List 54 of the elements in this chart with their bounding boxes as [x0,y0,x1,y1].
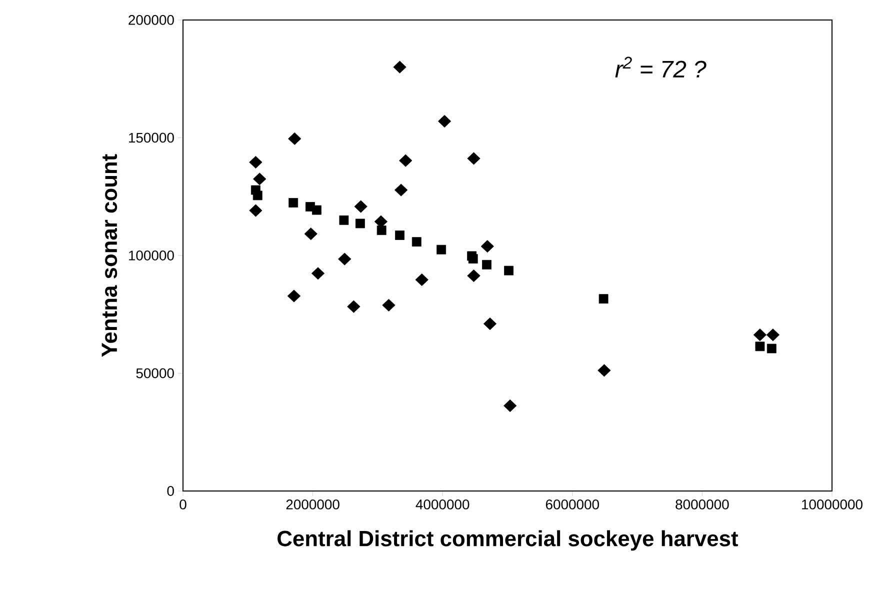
x-tick-label: 2000000 [286,500,340,510]
point [339,215,349,225]
point [467,152,480,165]
point [504,266,514,276]
point [347,300,360,313]
point [287,290,301,302]
point [467,269,480,282]
point [249,156,262,169]
point [304,228,318,240]
point [253,172,266,186]
point [376,226,386,235]
point [252,190,262,200]
point [311,267,325,280]
point [354,200,368,213]
point [249,204,262,217]
x-tick-label: 10000000 [802,500,862,510]
point [753,328,767,342]
x-tick-label: 6000000 [546,500,600,510]
point [355,218,365,228]
point [288,132,302,145]
point [393,60,406,74]
point [412,237,422,247]
point [415,273,428,286]
point [766,328,780,342]
x-axis-title: Central District commercial sockeye harvest [278,530,738,551]
point [468,254,478,264]
point [436,244,446,254]
point [394,184,408,196]
y-tick-label: 0 [167,486,174,496]
y-tick-label: 50000 [136,368,174,378]
y-tick-label: 200000 [128,15,174,25]
point [504,399,517,412]
point [483,318,497,330]
annotation: r$^{2}$ = 72 ? [615,56,706,78]
point [288,198,298,208]
x-tick-label: 4000000 [416,500,470,510]
point [598,294,608,304]
point [766,344,776,354]
point [480,240,494,253]
point [438,114,452,128]
point [338,252,352,266]
point [399,154,412,167]
point [598,364,611,377]
y-tick-label: 150000 [129,132,174,143]
x-tick-label: 8000000 [676,500,729,510]
y-tick-label: 100000 [129,250,174,260]
y-axis-title: Yentna sonar count [102,154,118,357]
point [395,230,404,240]
point [374,215,388,228]
point [312,205,322,215]
x-tick-label: 0 [180,500,186,510]
point [755,342,765,352]
point [482,260,492,270]
point [382,298,396,312]
